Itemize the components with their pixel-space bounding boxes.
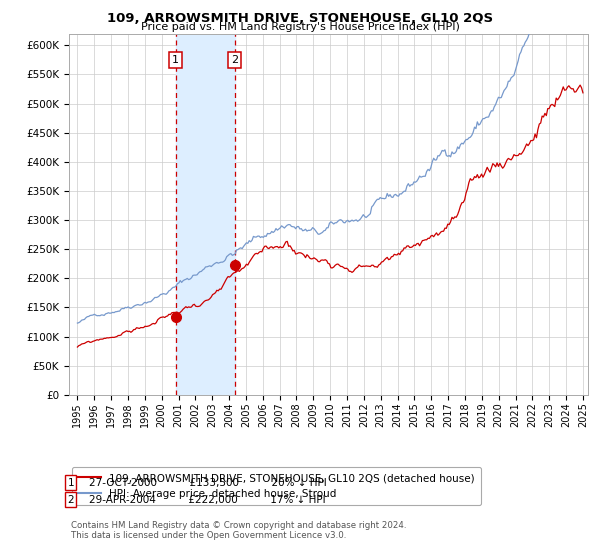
Text: 2: 2 [231, 55, 238, 65]
Text: Contains HM Land Registry data © Crown copyright and database right 2024.: Contains HM Land Registry data © Crown c… [71, 521, 406, 530]
Text: 2: 2 [67, 494, 74, 505]
Text: 1: 1 [67, 478, 74, 488]
Bar [176, 34, 235, 395]
Text: This data is licensed under the Open Government Licence v3.0.: This data is licensed under the Open Gov… [71, 531, 346, 540]
Legend: 109, ARROWSMITH DRIVE, STONEHOUSE, GL10 2QS (detached house), HPI: Average price: 109, ARROWSMITH DRIVE, STONEHOUSE, GL10 … [71, 467, 481, 505]
Text: 1: 1 [172, 55, 179, 65]
Text: 29-APR-2004          £222,000          17% ↓ HPI: 29-APR-2004 £222,000 17% ↓ HPI [89, 494, 325, 505]
Text: 109, ARROWSMITH DRIVE, STONEHOUSE, GL10 2QS: 109, ARROWSMITH DRIVE, STONEHOUSE, GL10 … [107, 12, 493, 25]
Text: Price paid vs. HM Land Registry's House Price Index (HPI): Price paid vs. HM Land Registry's House … [140, 22, 460, 32]
Text: 27-OCT-2000          £133,500          20% ↓ HPI: 27-OCT-2000 £133,500 20% ↓ HPI [89, 478, 326, 488]
